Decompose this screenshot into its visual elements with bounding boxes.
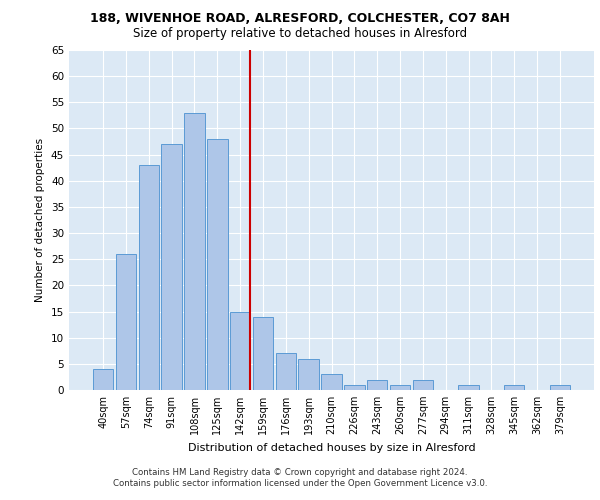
Y-axis label: Number of detached properties: Number of detached properties	[35, 138, 46, 302]
Bar	[458, 385, 479, 390]
Bar	[321, 374, 342, 390]
Bar	[390, 385, 410, 390]
X-axis label: Distribution of detached houses by size in Alresford: Distribution of detached houses by size …	[188, 442, 475, 452]
Text: Contains HM Land Registry data © Crown copyright and database right 2024.
Contai: Contains HM Land Registry data © Crown c…	[113, 468, 487, 487]
Bar	[413, 380, 433, 390]
Bar	[275, 354, 296, 390]
Bar	[207, 139, 227, 390]
Bar	[139, 165, 159, 390]
Text: Size of property relative to detached houses in Alresford: Size of property relative to detached ho…	[133, 28, 467, 40]
Bar	[230, 312, 250, 390]
Bar	[367, 380, 388, 390]
Bar	[550, 385, 570, 390]
Bar	[253, 317, 273, 390]
Bar	[116, 254, 136, 390]
Bar	[298, 358, 319, 390]
Bar	[504, 385, 524, 390]
Bar	[184, 113, 205, 390]
Bar	[344, 385, 365, 390]
Text: 188, WIVENHOE ROAD, ALRESFORD, COLCHESTER, CO7 8AH: 188, WIVENHOE ROAD, ALRESFORD, COLCHESTE…	[90, 12, 510, 26]
Bar	[93, 369, 113, 390]
Bar	[161, 144, 182, 390]
